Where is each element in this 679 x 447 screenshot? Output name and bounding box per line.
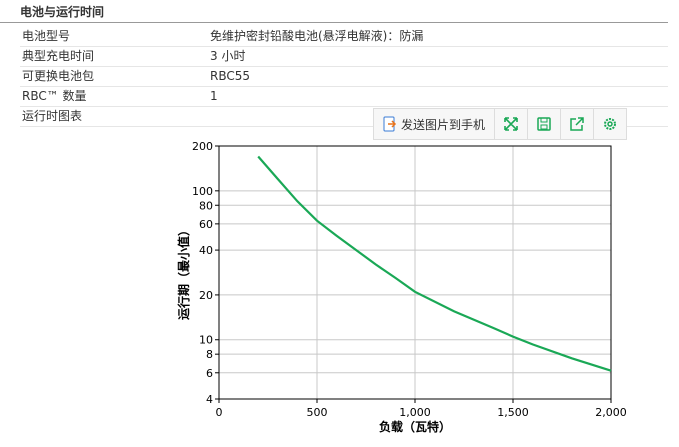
row-value: 1 [210,89,218,103]
table-row: 典型充电时间 3 小时 [20,47,668,67]
table-row: 电池型号 免维护密封铅酸电池(悬浮电解液)：防漏 [20,27,668,47]
x-tick-label: 2,000 [595,406,627,419]
divider [0,22,668,23]
save-button[interactable] [528,109,561,139]
toolbar: 发送图片到手机 [373,108,627,140]
row-label: RBC™ 数量 [22,89,87,103]
x-tick-label: 1,500 [497,406,529,419]
send-label: 发送图片到手机 [400,117,485,132]
y-tick-label: 6 [206,367,213,380]
icon [504,117,518,131]
phone-icon [383,116,397,132]
y-tick-label: 8 [206,348,213,361]
send-button[interactable]: 发送图片到手机 [374,109,495,139]
x-tick-label: 500 [307,406,328,419]
row-label: 电池型号 [22,29,71,43]
settings-button[interactable] [594,109,626,139]
table-row: RBC™ 数量 1 [20,87,668,107]
y-tick-label: 80 [199,199,213,212]
y-tick-label: 10 [199,334,213,347]
row-label: 典型充电时间 [22,49,95,63]
y-tick-label: 100 [192,185,213,198]
x-tick-label: 0 [216,406,223,419]
icon [570,117,584,131]
y-tick-label: 4 [206,393,213,406]
share-button[interactable] [561,109,594,139]
icon [604,118,616,130]
x-axis-title: 负载（瓦特） [379,419,451,434]
row-value: 3 小时 [210,49,246,63]
row-label: 可更换电池包 [22,69,95,83]
y-axis-title: 运行期（最小值） [176,224,191,320]
section-title: 电池与运行时间 [20,5,105,19]
table-row: 运行时图表 [20,107,668,127]
fullscreen-button[interactable] [495,109,528,139]
y-tick-label: 40 [199,244,213,257]
icon [537,117,551,131]
y-tick-label: 60 [199,218,213,231]
y-tick-label: 20 [199,289,213,302]
row-label: 运行时图表 [22,109,83,123]
y-tick-label: 200 [192,140,213,153]
x-tick-label: 1,000 [399,406,431,419]
row-value: 免维护密封铅酸电池(悬浮电解液)：防漏 [210,29,424,43]
row-value: RBC55 [210,69,251,83]
data-line [257,155,612,372]
plot-frame [218,145,612,400]
table-row: 可更换电池包 RBC55 [20,67,668,87]
